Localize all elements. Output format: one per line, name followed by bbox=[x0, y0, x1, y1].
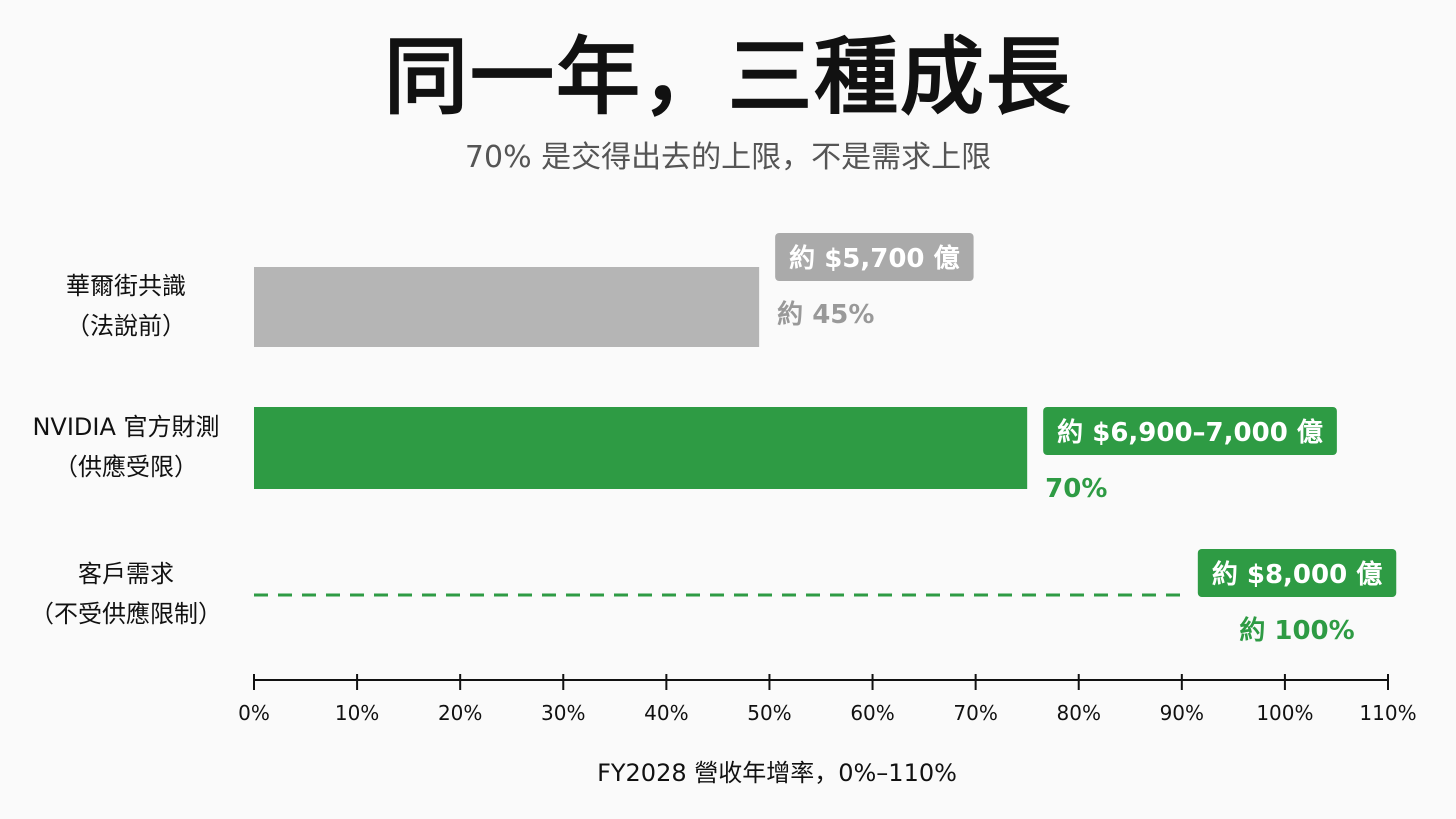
x-tick-label: 80% bbox=[1057, 701, 1101, 725]
percent-label: 70% bbox=[1045, 474, 1107, 504]
bar bbox=[254, 407, 1028, 489]
x-tick-label: 10% bbox=[335, 701, 379, 725]
percent-label: 約 100% bbox=[1239, 615, 1354, 646]
category-label: （供應受限） bbox=[54, 453, 198, 481]
category-label: NVIDIA 官方財測 bbox=[32, 413, 219, 441]
page-subtitle: 70% 是交得出去的上限，不是需求上限 bbox=[464, 140, 992, 175]
x-tick-label: 100% bbox=[1256, 701, 1313, 725]
category-label: （法說前） bbox=[66, 312, 186, 340]
page-title: 同一年，三種成長 bbox=[383, 28, 1072, 126]
value-label: 約 $6,900–7,000 億 bbox=[1057, 417, 1323, 448]
x-tick-label: 30% bbox=[541, 701, 585, 725]
category-label: （不受供應限制） bbox=[30, 600, 222, 628]
x-tick-label: 70% bbox=[953, 701, 997, 725]
value-label-badge bbox=[775, 233, 974, 281]
x-tick-label: 0% bbox=[238, 701, 270, 725]
category-label: 華爾街共識 bbox=[66, 272, 186, 300]
x-tick-label: 40% bbox=[644, 701, 688, 725]
value-label: 約 $8,000 億 bbox=[1212, 559, 1382, 590]
x-tick-label: 60% bbox=[850, 701, 894, 725]
x-tick-label: 90% bbox=[1160, 701, 1204, 725]
percent-label: 約 45% bbox=[777, 299, 874, 330]
x-axis-title: FY2028 營收年增率，0%–110% bbox=[597, 759, 957, 787]
x-tick-label: 50% bbox=[747, 701, 791, 725]
value-label: 約 $5,700 億 bbox=[789, 243, 959, 274]
x-tick-label: 20% bbox=[438, 701, 482, 725]
x-tick-label: 110% bbox=[1359, 701, 1416, 725]
category-label: 客戶需求 bbox=[78, 560, 174, 588]
bar bbox=[254, 267, 760, 347]
value-label-badge bbox=[1197, 549, 1397, 597]
value-label-badge bbox=[1043, 407, 1337, 455]
